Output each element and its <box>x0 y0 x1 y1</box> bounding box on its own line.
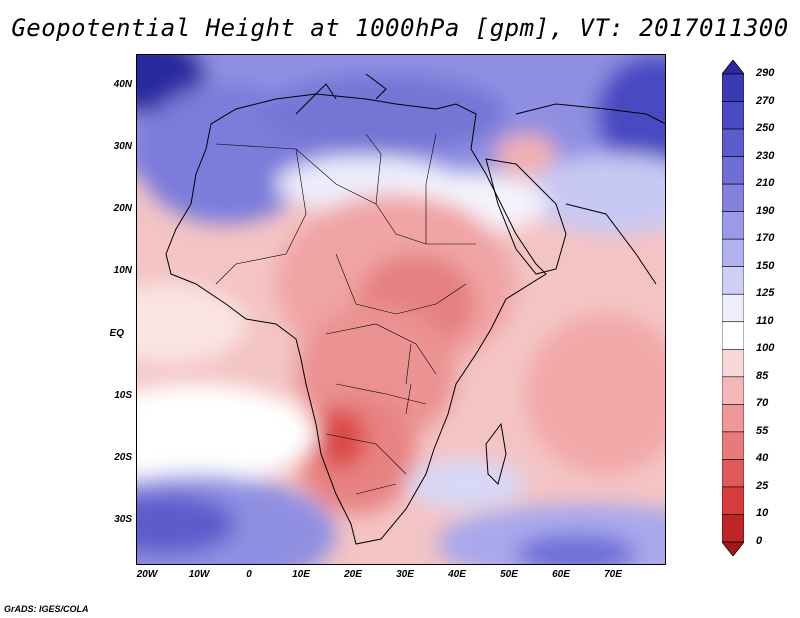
colorbar-label: 230 <box>756 149 775 162</box>
lon-label-50e: 50E <box>500 569 518 580</box>
colorbar-label: 270 <box>756 94 775 107</box>
lat-label-30s: 30S <box>114 514 132 525</box>
lon-label-20w: 20W <box>136 569 158 580</box>
map-svg <box>136 54 666 565</box>
colorbar-label: 150 <box>756 259 775 272</box>
colorbar-label: 210 <box>756 177 775 190</box>
lon-label-60e: 60E <box>552 569 570 580</box>
coastlines <box>165 73 666 545</box>
colorbar-label: 85 <box>756 369 769 382</box>
lon-label-10w: 10W <box>188 569 210 580</box>
colorbar-label: 25 <box>756 479 769 492</box>
lat-label-eq: EQ <box>109 328 124 339</box>
lat-label-40n: 40N <box>113 79 132 90</box>
colorbar-bin <box>722 238 744 268</box>
colorbar-bin <box>722 376 744 405</box>
lat-label-20s: 20S <box>114 452 132 463</box>
colorbar-bin <box>722 266 744 295</box>
colorbar-bin <box>722 128 744 157</box>
colorbar-top-arrow <box>722 60 744 75</box>
colorbar-bin <box>722 514 744 543</box>
colorbar-label: 290 <box>756 67 775 79</box>
colorbar-bin <box>722 486 744 515</box>
lat-label-30n: 30N <box>113 141 132 152</box>
geopotential-map <box>136 54 666 565</box>
colorbar-label: 110 <box>756 314 774 327</box>
colorbar-bin <box>722 101 744 130</box>
lon-label-40e: 40E <box>448 569 466 580</box>
colorbar-label: 100 <box>756 342 775 355</box>
lon-label-10e: 10E <box>292 569 310 580</box>
colorbar-label: 0 <box>756 535 763 547</box>
colorbar-label: 70 <box>756 397 769 410</box>
colorbar-bottom-arrow <box>722 541 744 556</box>
colorbar-label: 125 <box>756 287 775 300</box>
height-field <box>136 54 666 565</box>
colorbar-bin <box>722 321 744 350</box>
colorbar-label: 40 <box>756 452 769 465</box>
lon-label-20e: 20E <box>344 569 362 580</box>
colorbar-label: 170 <box>756 232 775 245</box>
map-title: Geopotential Height at 1000hPa [gpm], VT… <box>11 14 789 42</box>
country-borders <box>215 133 476 495</box>
colorbar-label: 55 <box>756 424 769 437</box>
colorbar-bin <box>722 431 744 460</box>
colorbar-bin <box>722 211 744 240</box>
colorbar-bin <box>722 348 744 378</box>
colorbar-bin <box>722 293 744 323</box>
colorbar-bin <box>722 404 744 433</box>
credit-label: GrADS: IGES/COLA <box>4 604 89 614</box>
colorbar-label: 190 <box>756 204 775 217</box>
lat-label-10n: 10N <box>113 265 132 276</box>
colorbar-label: 250 <box>756 122 775 135</box>
colorbar-bin <box>722 73 744 102</box>
lon-label-70e: 70E <box>604 569 622 580</box>
colorbar-bin <box>722 156 744 185</box>
colorbar <box>722 60 744 556</box>
lon-label-0: 0 <box>246 569 252 580</box>
lat-label-10s: 10S <box>114 390 132 401</box>
colorbar-bin <box>722 459 744 488</box>
colorbar-label: 10 <box>756 507 769 520</box>
lon-label-30e: 30E <box>396 569 414 580</box>
map-frame <box>136 54 666 565</box>
lat-label-20n: 20N <box>113 203 132 214</box>
colorbar-bin <box>722 183 744 212</box>
